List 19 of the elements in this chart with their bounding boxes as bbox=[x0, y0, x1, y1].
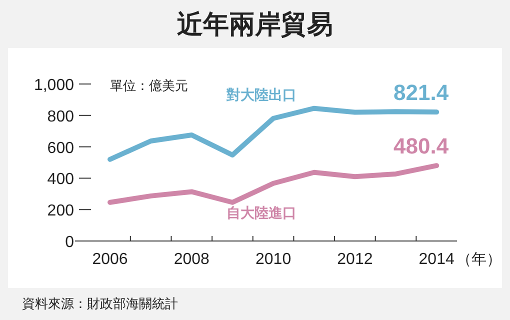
y-tick-label: 200 bbox=[47, 202, 74, 220]
series-label: 自大陸進口 bbox=[226, 204, 296, 220]
y-tick-label: 400 bbox=[47, 171, 74, 188]
x-tick-label: 2006 bbox=[92, 251, 128, 268]
x-tick-label: 2012 bbox=[337, 251, 373, 268]
chart-title: 近年兩岸貿易 bbox=[177, 9, 333, 39]
x-tick-label: 2008 bbox=[174, 251, 210, 268]
x-tick-label: 2014 bbox=[418, 251, 454, 268]
series-label: 對大陸出口 bbox=[225, 86, 296, 103]
annotation: 單位：億美元 bbox=[110, 78, 188, 93]
y-tick-label: 800 bbox=[47, 108, 74, 126]
source-note: 資料來源：財政部海關統計 bbox=[22, 296, 178, 311]
x-axis-title: （年） bbox=[456, 251, 502, 268]
y-tick-label: 600 bbox=[47, 140, 74, 157]
data-label: 821.4 bbox=[394, 80, 450, 106]
y-tick-label: 1,000 bbox=[34, 77, 74, 94]
data-label: 480.4 bbox=[394, 134, 450, 159]
x-tick-label: 2010 bbox=[256, 251, 292, 268]
y-tick-label: 0 bbox=[65, 234, 74, 251]
